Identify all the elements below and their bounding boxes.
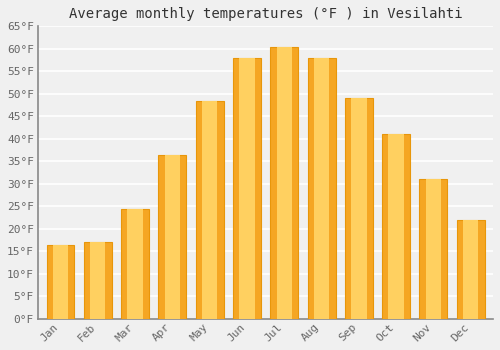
Bar	[196, 100, 224, 319]
Bar	[158, 155, 186, 319]
Bar	[239, 58, 254, 319]
Bar	[121, 209, 149, 319]
Title: Average monthly temperatures (°F ) in Vesilahti: Average monthly temperatures (°F ) in Ve…	[69, 7, 462, 21]
Bar	[463, 220, 478, 319]
Bar	[164, 155, 180, 319]
Bar	[345, 98, 373, 319]
Bar	[426, 179, 441, 319]
Bar	[53, 245, 68, 319]
Bar	[382, 134, 410, 319]
Bar	[308, 58, 336, 319]
Bar	[90, 242, 106, 319]
Bar	[314, 58, 329, 319]
Bar	[84, 242, 112, 319]
Bar	[420, 179, 448, 319]
Bar	[128, 209, 143, 319]
Bar	[276, 47, 292, 319]
Bar	[388, 134, 404, 319]
Bar	[351, 98, 366, 319]
Bar	[46, 245, 74, 319]
Bar	[456, 220, 484, 319]
Bar	[202, 100, 218, 319]
Bar	[233, 58, 261, 319]
Bar	[270, 47, 298, 319]
